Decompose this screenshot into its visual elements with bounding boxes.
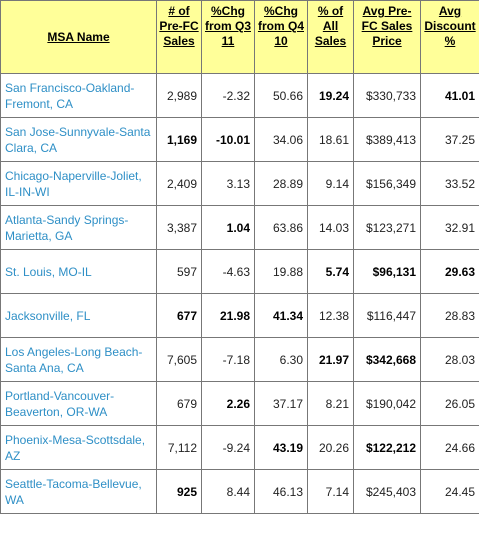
chg-q4-cell: 63.86 xyxy=(254,205,308,250)
table-header-row: MSA Name # of Pre-FC Sales %Chg from Q3 … xyxy=(0,0,479,74)
msa-name-link[interactable]: Phoenix-Mesa-Scottsdale, AZ xyxy=(0,425,157,470)
table-row: Seattle-Tacoma-Bellevue, WA 925 8.44 46.… xyxy=(0,469,479,514)
table-row: Portland-Vancouver-Beaverton, OR-WA 679 … xyxy=(0,381,479,426)
table-row: Phoenix-Mesa-Scottsdale, AZ 7,112 -9.24 … xyxy=(0,425,479,470)
msa-foreclosure-table: MSA Name # of Pre-FC Sales %Chg from Q3 … xyxy=(0,0,479,514)
msa-name-link[interactable]: St. Louis, MO-IL xyxy=(0,249,157,294)
msa-name-link[interactable]: San Francisco-Oakland-Fremont, CA xyxy=(0,73,157,118)
column-header-avg-discount[interactable]: Avg Discount % xyxy=(420,0,479,74)
pre-fc-sales-cell: 2,409 xyxy=(156,161,202,206)
pct-all-sales-cell: 14.03 xyxy=(307,205,354,250)
avg-discount-cell: 24.66 xyxy=(420,425,479,470)
pre-fc-sales-cell: 2,989 xyxy=(156,73,202,118)
avg-price-cell: $122,212 xyxy=(353,425,421,470)
chg-q4-cell: 6.30 xyxy=(254,337,308,382)
chg-q3-cell: -4.63 xyxy=(201,249,255,294)
avg-discount-cell: 29.63 xyxy=(420,249,479,294)
avg-price-cell: $123,271 xyxy=(353,205,421,250)
avg-discount-cell: 24.45 xyxy=(420,469,479,514)
avg-discount-cell: 28.03 xyxy=(420,337,479,382)
avg-discount-cell: 33.52 xyxy=(420,161,479,206)
table-row: Jacksonville, FL 677 21.98 41.34 12.38 $… xyxy=(0,293,479,338)
avg-discount-cell: 41.01 xyxy=(420,73,479,118)
table-row: San Francisco-Oakland-Fremont, CA 2,989 … xyxy=(0,73,479,118)
chg-q3-cell: 8.44 xyxy=(201,469,255,514)
avg-price-cell: $389,413 xyxy=(353,117,421,162)
table-row: San Jose-Sunnyvale-Santa Clara, CA 1,169… xyxy=(0,117,479,162)
pct-all-sales-cell: 20.26 xyxy=(307,425,354,470)
pct-all-sales-cell: 21.97 xyxy=(307,337,354,382)
pre-fc-sales-cell: 1,169 xyxy=(156,117,202,162)
pct-all-sales-cell: 18.61 xyxy=(307,117,354,162)
msa-name-link[interactable]: Chicago-Naperville-Joliet, IL-IN-WI xyxy=(0,161,157,206)
chg-q3-cell: 3.13 xyxy=(201,161,255,206)
chg-q4-cell: 41.34 xyxy=(254,293,308,338)
chg-q3-cell: -10.01 xyxy=(201,117,255,162)
chg-q4-cell: 50.66 xyxy=(254,73,308,118)
msa-name-link[interactable]: Portland-Vancouver-Beaverton, OR-WA xyxy=(0,381,157,426)
pct-all-sales-cell: 9.14 xyxy=(307,161,354,206)
msa-name-link[interactable]: Jacksonville, FL xyxy=(0,293,157,338)
avg-price-cell: $342,668 xyxy=(353,337,421,382)
pct-all-sales-cell: 12.38 xyxy=(307,293,354,338)
pct-all-sales-cell: 7.14 xyxy=(307,469,354,514)
column-header-pct-all-sales[interactable]: % of All Sales xyxy=(307,0,354,74)
avg-discount-cell: 32.91 xyxy=(420,205,479,250)
avg-discount-cell: 28.83 xyxy=(420,293,479,338)
pre-fc-sales-cell: 597 xyxy=(156,249,202,294)
column-header-avg-price[interactable]: Avg Pre-FC Sales Price xyxy=(353,0,421,74)
msa-name-link[interactable]: San Jose-Sunnyvale-Santa Clara, CA xyxy=(0,117,157,162)
avg-price-cell: $116,447 xyxy=(353,293,421,338)
pct-all-sales-cell: 5.74 xyxy=(307,249,354,294)
avg-discount-cell: 37.25 xyxy=(420,117,479,162)
msa-name-link[interactable]: Los Angeles-Long Beach-Santa Ana, CA xyxy=(0,337,157,382)
pre-fc-sales-cell: 679 xyxy=(156,381,202,426)
table-row: Chicago-Naperville-Joliet, IL-IN-WI 2,40… xyxy=(0,161,479,206)
pre-fc-sales-cell: 7,605 xyxy=(156,337,202,382)
column-header-pre-fc-sales[interactable]: # of Pre-FC Sales xyxy=(156,0,202,74)
msa-name-link[interactable]: Seattle-Tacoma-Bellevue, WA xyxy=(0,469,157,514)
chg-q3-cell: -7.18 xyxy=(201,337,255,382)
avg-price-cell: $245,403 xyxy=(353,469,421,514)
chg-q4-cell: 19.88 xyxy=(254,249,308,294)
chg-q4-cell: 43.19 xyxy=(254,425,308,470)
chg-q3-cell: 2.26 xyxy=(201,381,255,426)
pct-all-sales-cell: 19.24 xyxy=(307,73,354,118)
chg-q3-cell: 21.98 xyxy=(201,293,255,338)
chg-q3-cell: -2.32 xyxy=(201,73,255,118)
chg-q3-cell: -9.24 xyxy=(201,425,255,470)
chg-q4-cell: 34.06 xyxy=(254,117,308,162)
pre-fc-sales-cell: 677 xyxy=(156,293,202,338)
pre-fc-sales-cell: 925 xyxy=(156,469,202,514)
msa-name-link[interactable]: Atlanta-Sandy Springs-Marietta, GA xyxy=(0,205,157,250)
chg-q4-cell: 28.89 xyxy=(254,161,308,206)
avg-price-cell: $190,042 xyxy=(353,381,421,426)
column-header-chg-q3[interactable]: %Chg from Q3 11 xyxy=(201,0,255,74)
chg-q4-cell: 37.17 xyxy=(254,381,308,426)
pre-fc-sales-cell: 7,112 xyxy=(156,425,202,470)
table-row: St. Louis, MO-IL 597 -4.63 19.88 5.74 $9… xyxy=(0,249,479,294)
column-header-chg-q4[interactable]: %Chg from Q4 10 xyxy=(254,0,308,74)
table-row: Atlanta-Sandy Springs-Marietta, GA 3,387… xyxy=(0,205,479,250)
avg-price-cell: $330,733 xyxy=(353,73,421,118)
pct-all-sales-cell: 8.21 xyxy=(307,381,354,426)
table-row: Los Angeles-Long Beach-Santa Ana, CA 7,6… xyxy=(0,337,479,382)
chg-q3-cell: 1.04 xyxy=(201,205,255,250)
chg-q4-cell: 46.13 xyxy=(254,469,308,514)
avg-discount-cell: 26.05 xyxy=(420,381,479,426)
avg-price-cell: $96,131 xyxy=(353,249,421,294)
avg-price-cell: $156,349 xyxy=(353,161,421,206)
pre-fc-sales-cell: 3,387 xyxy=(156,205,202,250)
column-header-msa-name[interactable]: MSA Name xyxy=(0,0,157,74)
